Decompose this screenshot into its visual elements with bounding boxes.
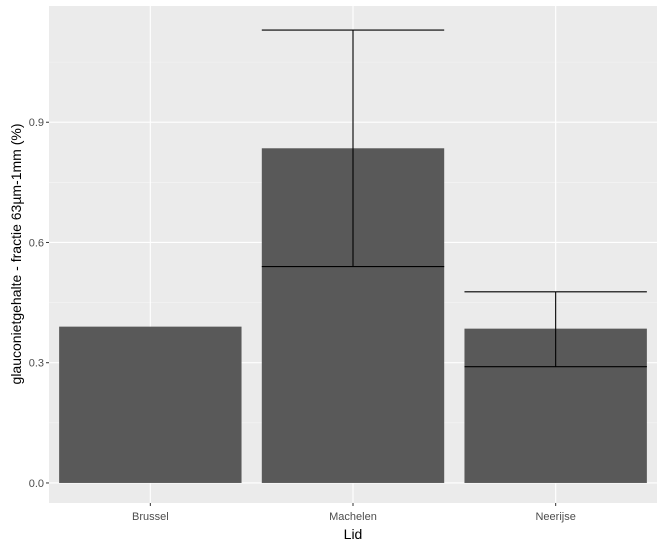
y-tick-label: 0.0 xyxy=(29,478,44,490)
errorbar-machelen xyxy=(261,29,445,268)
x-tick-label-neerijse: Neerijse xyxy=(535,511,575,523)
y-tick-label: 0.6 xyxy=(29,237,44,249)
error-bars xyxy=(261,29,647,368)
errorbar-neerijse xyxy=(464,291,647,368)
x-tick-label-brussel: Brussel xyxy=(132,511,169,523)
x-axis-ticks: Brussel Machelen Neerijse xyxy=(132,503,576,523)
y-tick-label: 0.9 xyxy=(29,117,44,129)
x-axis-title: Lid xyxy=(344,526,363,542)
y-axis-title: glauconietgehalte - fractie 63µm-1mm (%) xyxy=(8,124,24,385)
y-axis-ticks: 0.0 0.3 0.6 0.9 xyxy=(29,117,49,490)
x-tick-label-machelen: Machelen xyxy=(329,511,377,523)
y-tick-label: 0.3 xyxy=(29,358,44,370)
bar-brussel xyxy=(59,326,242,483)
